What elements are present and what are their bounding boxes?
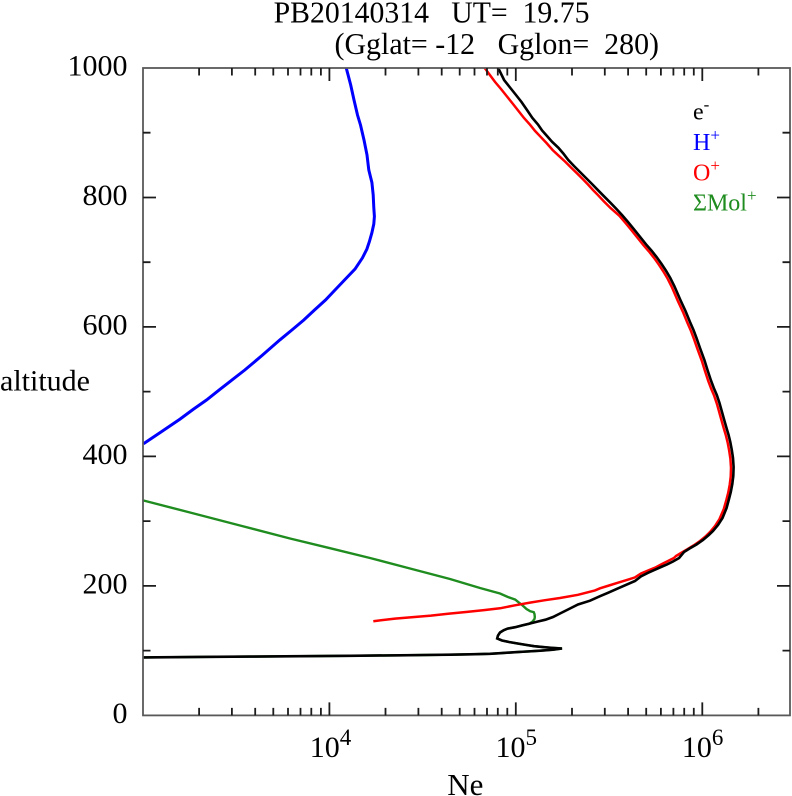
svg-text:0: 0 [113,697,128,730]
svg-text:600: 600 [83,308,128,341]
svg-text:200: 200 [83,567,128,600]
svg-text:altitude: altitude [0,365,90,398]
svg-text:104: 104 [310,725,352,764]
svg-text:ΣMol+: ΣMol+ [693,186,757,217]
svg-text:1000: 1000 [68,50,128,83]
svg-text:400: 400 [83,438,128,471]
svg-text:PB20140314 UT= 19.75: PB20140314 UT= 19.75 [274,0,590,30]
svg-text:Ne: Ne [447,767,483,796]
svg-text:800: 800 [83,179,128,212]
svg-text:(Gglat= -12 Gglon= 280): (Gglat= -12 Gglon= 280) [335,26,660,61]
